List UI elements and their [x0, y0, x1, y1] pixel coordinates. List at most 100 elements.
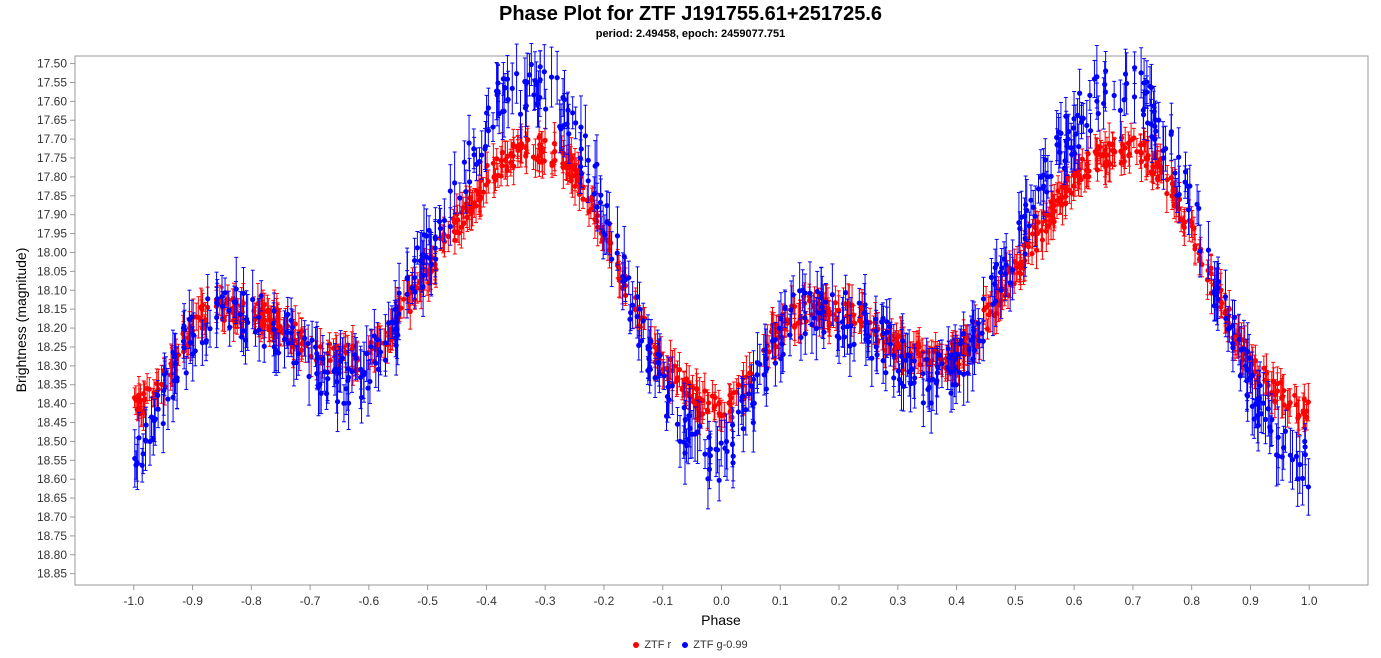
data-point [458, 224, 464, 230]
data-point [1084, 122, 1090, 129]
data-point [412, 289, 418, 295]
data-point [532, 155, 538, 161]
data-point [1039, 237, 1046, 243]
data-point [1138, 150, 1144, 156]
data-point [1196, 257, 1203, 263]
data-point [1021, 242, 1027, 249]
data-point [349, 346, 355, 352]
data-point [258, 293, 264, 299]
data-point [714, 447, 721, 453]
data-point [1168, 129, 1174, 135]
data-point [900, 383, 907, 390]
data-point [428, 261, 434, 268]
data-point [1257, 382, 1263, 389]
data-point [1132, 65, 1138, 71]
data-point [1076, 143, 1082, 150]
data-point [704, 409, 711, 415]
data-point [511, 143, 517, 149]
data-point [541, 69, 547, 75]
chart-subtitle: period: 2.49458, epoch: 2459077.751 [595, 28, 786, 40]
data-point [432, 245, 438, 251]
data-point [515, 147, 521, 153]
data-point [599, 236, 605, 243]
data-point [273, 347, 279, 353]
data-point [1260, 400, 1266, 406]
data-point [1262, 416, 1269, 423]
data-point [539, 149, 545, 155]
data-point [1147, 83, 1153, 89]
x-tick-label: 0.7 [1125, 594, 1142, 608]
data-point [1122, 71, 1129, 77]
y-tick-label: 17.55 [37, 75, 67, 89]
data-point [1299, 475, 1306, 482]
data-point [1180, 223, 1187, 229]
data-point [1092, 149, 1098, 155]
data-point [560, 150, 567, 156]
data-point [636, 342, 642, 348]
x-tick-label: 0.0 [713, 594, 730, 608]
y-tick-label: 18.45 [37, 416, 67, 430]
data-point [702, 388, 708, 394]
x-tick-label: 0.9 [1242, 594, 1259, 608]
data-point [1023, 202, 1029, 208]
data-point [485, 178, 491, 185]
data-point [538, 145, 545, 151]
data-point [592, 216, 598, 222]
data-point [1161, 155, 1167, 161]
data-point [498, 173, 504, 179]
data-point [564, 160, 570, 166]
data-point [740, 426, 746, 432]
data-point [1045, 222, 1051, 229]
data-point [1034, 230, 1040, 237]
data-point [1043, 228, 1049, 234]
y-tick-label: 18.05 [37, 264, 67, 278]
data-point [726, 400, 732, 406]
data-point [1204, 277, 1211, 283]
data-point [729, 441, 736, 448]
x-tick-label: 0.8 [1183, 594, 1200, 608]
y-tick-label: 18.30 [37, 359, 67, 373]
data-point [1083, 167, 1090, 174]
y-tick-label: 17.95 [37, 227, 67, 241]
data-point [682, 416, 688, 423]
data-point [716, 401, 722, 407]
data-point [1168, 175, 1174, 181]
x-tick-label: -0.1 [652, 594, 673, 608]
data-point [750, 420, 756, 426]
data-point [1287, 400, 1293, 406]
data-point [1033, 247, 1040, 253]
data-point [924, 356, 930, 363]
data-point [505, 96, 511, 103]
data-point [1061, 165, 1068, 171]
x-tick-label: -0.8 [241, 594, 262, 608]
data-point [386, 320, 392, 326]
data-point [327, 357, 333, 364]
data-point [712, 403, 718, 409]
data-point [689, 384, 696, 390]
data-point [482, 143, 489, 150]
data-point [504, 167, 510, 173]
data-point [709, 393, 716, 399]
data-point [525, 137, 531, 143]
data-point [1273, 390, 1279, 396]
data-point [1186, 217, 1192, 224]
data-point [730, 460, 736, 466]
data-point [1143, 163, 1149, 169]
x-tick-label: 0.5 [1007, 594, 1024, 608]
y-tick-label: 18.50 [37, 434, 67, 448]
data-point [1068, 190, 1074, 196]
data-point [887, 323, 893, 330]
data-point [787, 332, 793, 338]
chart-title: Phase Plot for ZTF J191755.61+251725.6 [499, 3, 882, 25]
data-point [735, 409, 742, 415]
data-point [994, 310, 1000, 317]
data-point [560, 160, 566, 167]
data-point [797, 320, 803, 326]
data-point [627, 316, 633, 322]
data-point [305, 340, 311, 347]
data-point [323, 391, 330, 397]
data-point [763, 386, 769, 392]
data-point [227, 324, 233, 330]
y-tick-label: 18.35 [37, 378, 67, 392]
data-point [397, 306, 403, 312]
